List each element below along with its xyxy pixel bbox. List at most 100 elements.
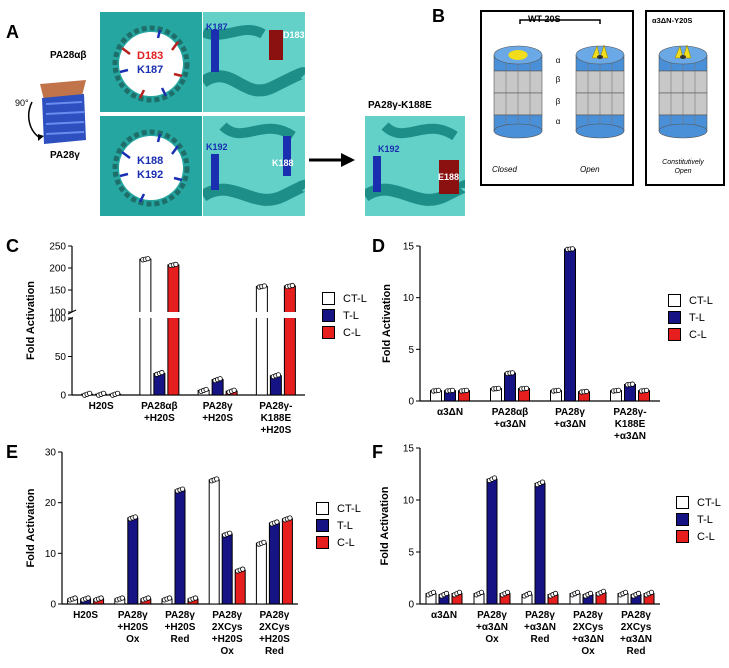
- barrel-strands: [45, 101, 85, 135]
- category-label-line: PA28γ: [621, 610, 651, 621]
- category-label-line: Ox: [485, 634, 499, 645]
- data-point: [491, 475, 498, 481]
- tl-label-2: K187: [137, 64, 164, 76]
- category-label-line: K188E: [261, 413, 292, 424]
- bar-t-l: [221, 533, 233, 605]
- structure-top-left: [100, 12, 202, 112]
- data-point: [435, 387, 442, 393]
- category-label-line: α3ΔN: [431, 610, 457, 621]
- category-label: PA28γ +H20S: [202, 401, 233, 424]
- data-point: [98, 595, 104, 601]
- category-label-line: +α3ΔN: [572, 634, 604, 645]
- legend-c: CT-L T-L C-L: [322, 290, 367, 341]
- category-label-line: +α3ΔN: [554, 419, 586, 430]
- category-label-line: H20S: [73, 610, 98, 621]
- legend-label: T-L: [337, 519, 353, 532]
- data-point: [463, 387, 470, 393]
- y-tick-label: 200: [49, 264, 66, 275]
- data-point: [231, 387, 237, 393]
- panel-letter-b: B: [432, 6, 445, 26]
- data-point: [587, 590, 594, 596]
- legend-item-ct-l: CT-L: [676, 494, 721, 511]
- bar-c-l: [283, 285, 296, 396]
- panel-letter-f: F: [372, 442, 383, 462]
- data-point: [495, 385, 502, 391]
- bar-t-l: [534, 482, 546, 605]
- gate-closed: [508, 50, 528, 60]
- data-point: [504, 589, 511, 595]
- category-label-line: +H20S: [202, 413, 233, 424]
- legend-swatch: [676, 496, 689, 509]
- pa28-structure-illustration: [27, 80, 86, 144]
- data-point: [274, 519, 280, 525]
- category-label-line: PA28γ-: [613, 407, 646, 418]
- tr-blue-residue: [211, 30, 219, 72]
- y-tick-label: 10: [403, 293, 415, 304]
- caption-open: Open: [580, 165, 600, 174]
- legend-swatch: [668, 294, 681, 307]
- br-helix-1: [203, 179, 305, 206]
- data-point: [456, 589, 463, 595]
- br-blue-residue-1: [211, 154, 219, 190]
- bottom-cap: [575, 123, 625, 139]
- mutant-title: PA28γ-K188E: [368, 100, 432, 111]
- data-point: [115, 390, 121, 396]
- legend-label: C-L: [697, 530, 715, 543]
- category-label-line: +H20S: [260, 425, 291, 436]
- legend-item-c-l: C-L: [668, 326, 713, 343]
- category-label-line: 2XCys: [621, 622, 652, 633]
- legend-item-t-l: T-L: [322, 307, 367, 324]
- bar-ct-l: [139, 258, 152, 396]
- y-axis-label: Fold Activation: [381, 284, 393, 363]
- bar-c-l: [234, 569, 246, 605]
- bar-t-l: [174, 489, 186, 605]
- data-point: [203, 386, 209, 393]
- category-label: H20S: [73, 610, 98, 621]
- gate-open: [591, 44, 609, 59]
- y-tick-label: 0: [50, 600, 56, 611]
- category-label-line: Red: [627, 646, 646, 657]
- y-tick-label: 15: [403, 242, 415, 253]
- y-tick-label: 15: [403, 444, 415, 455]
- data-point: [449, 387, 456, 393]
- structure-top-right: [203, 12, 305, 112]
- bar-ct-l: [208, 479, 220, 605]
- category-label: PA28γ-K188E +H20S: [259, 401, 292, 436]
- data-point: [289, 282, 295, 289]
- rotation-label: 90°: [15, 98, 29, 108]
- data-point: [72, 595, 78, 601]
- mut-title: α3ΔN-Y20S: [652, 16, 693, 25]
- mut-blue-residue: [373, 156, 381, 192]
- data-point: [478, 589, 485, 595]
- data-point: [629, 381, 636, 387]
- proteasome-open: [575, 44, 625, 139]
- data-point: [159, 369, 165, 376]
- category-label-line: +H20S: [117, 622, 148, 633]
- bar-t-l: [268, 522, 280, 605]
- legend-item-ct-l: CT-L: [322, 290, 367, 307]
- label-pa28ab: PA28αβ: [50, 50, 87, 61]
- category-label-line: PA28γ: [203, 401, 233, 412]
- bar-t-l: [127, 517, 139, 605]
- data-point: [635, 590, 642, 596]
- tr-label-1: K187: [206, 22, 228, 32]
- legend-label: C-L: [689, 328, 707, 341]
- legend-label: T-L: [689, 311, 705, 324]
- tl-blue-residues: [119, 29, 168, 97]
- data-point: [261, 283, 267, 289]
- bl-label-1: K188: [137, 155, 164, 167]
- bar-c-l: [167, 264, 180, 396]
- data-point: [648, 589, 655, 595]
- structure-bottom-right: [203, 116, 305, 216]
- tr-red-residue: [269, 30, 283, 60]
- mut-helix-2: [381, 122, 458, 141]
- data-point: [615, 387, 622, 393]
- category-label: PA28γ +α3ΔN Red: [524, 610, 556, 645]
- category-label-line: H20S: [89, 401, 114, 412]
- data-point: [145, 595, 151, 601]
- legend-label: CT-L: [697, 496, 721, 509]
- proteasome-closed: [493, 45, 543, 139]
